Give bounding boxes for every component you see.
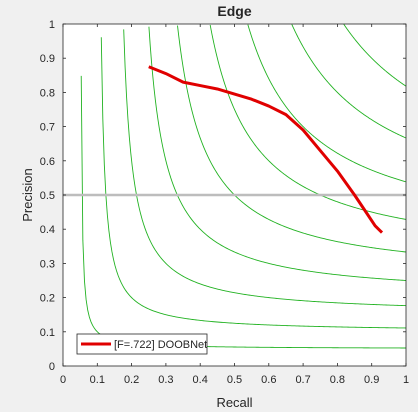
y-tick-label: 0.1	[40, 327, 55, 339]
legend-label: [F=.722] DOOBNet	[114, 339, 207, 351]
x-tick-label: 0.8	[330, 374, 345, 386]
x-tick-label: 0.2	[124, 374, 139, 386]
x-tick-label: 0.4	[193, 374, 208, 386]
chart-title: Edge	[217, 3, 251, 19]
y-tick-label: 0.5	[40, 190, 55, 202]
y-tick-label: 0.8	[40, 87, 55, 99]
y-tick-label: 0.7	[40, 122, 55, 134]
x-tick-label: 0.9	[364, 374, 379, 386]
x-tick-label: 0	[60, 374, 66, 386]
y-tick-label: 0.4	[40, 224, 55, 236]
x-tick-label: 0.3	[158, 374, 173, 386]
legend: [F=.722] DOOBNet	[77, 334, 207, 354]
y-axis-label: Precision	[20, 168, 35, 221]
y-tick-label: 0.9	[40, 53, 55, 65]
x-tick-label: 0.7	[295, 374, 310, 386]
x-tick-label: 0.1	[90, 374, 105, 386]
x-axis-label: Recall	[216, 395, 252, 410]
y-tick-label: 0.2	[40, 293, 55, 305]
x-tick-label: 1	[403, 374, 409, 386]
y-tick-label: 0.3	[40, 258, 55, 270]
x-tick-label: 0.5	[227, 374, 242, 386]
y-tick-label: 0	[49, 361, 55, 373]
x-tick-label: 0.6	[261, 374, 276, 386]
y-tick-label: 0.6	[40, 156, 55, 168]
y-tick-label: 1	[49, 19, 55, 31]
